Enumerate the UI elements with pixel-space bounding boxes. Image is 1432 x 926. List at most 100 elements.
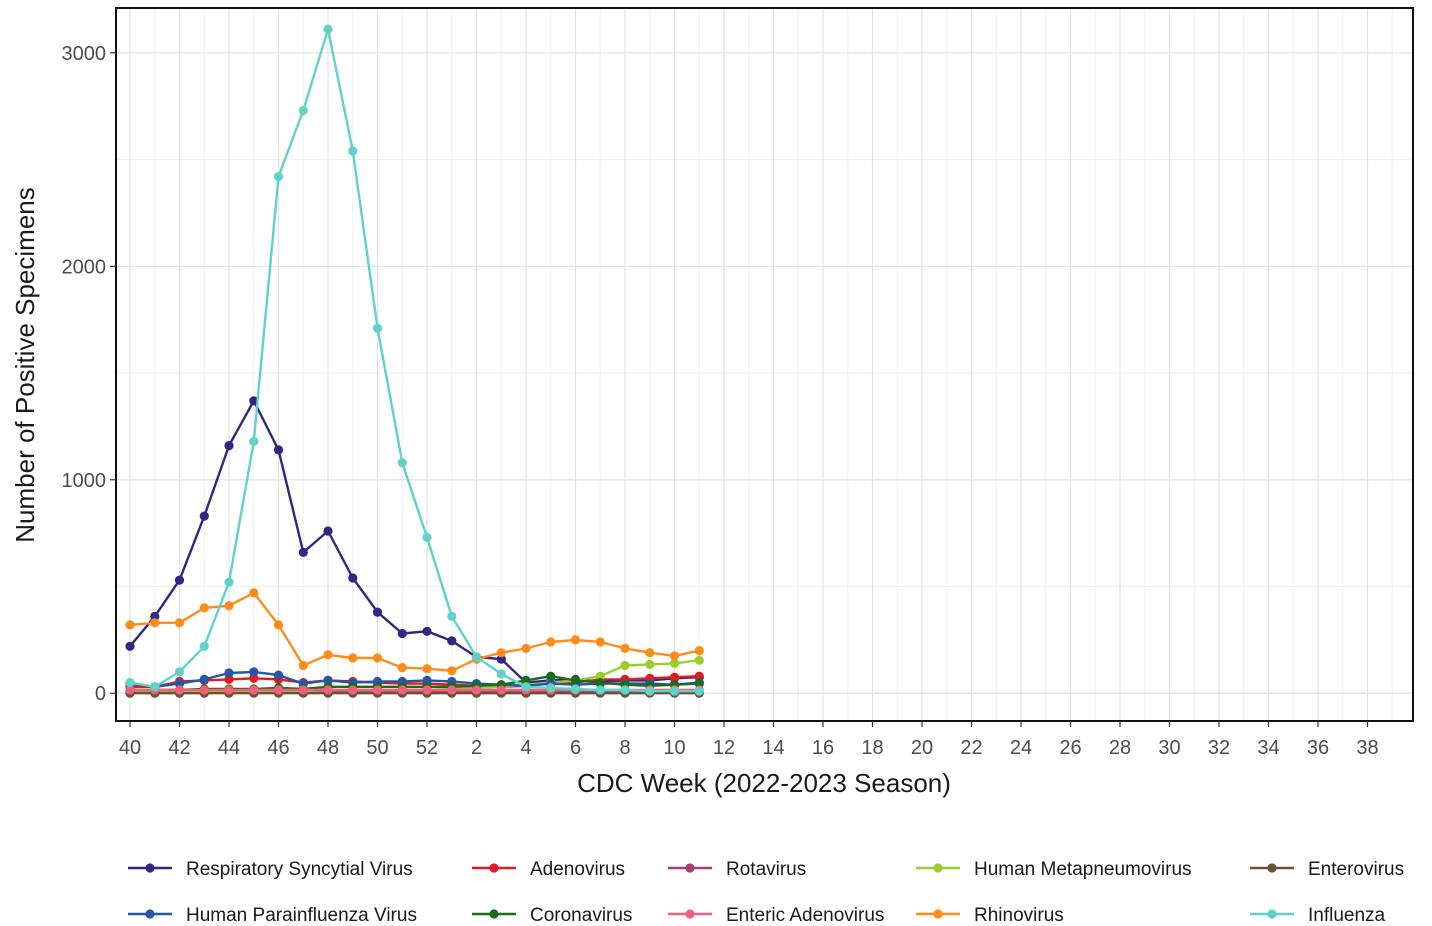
data-point <box>422 532 432 543</box>
data-point <box>570 635 581 645</box>
y-tick-label: 2000 <box>62 256 107 278</box>
x-tick-label: 46 <box>267 737 289 759</box>
data-point <box>694 679 704 689</box>
data-point <box>298 547 308 558</box>
data-point <box>447 636 457 646</box>
data-point <box>521 643 531 654</box>
data-point <box>150 611 160 622</box>
data-point <box>298 685 308 695</box>
data-point <box>323 526 333 536</box>
data-point <box>273 620 284 630</box>
legend-key-point <box>1267 909 1277 919</box>
data-point <box>323 650 333 660</box>
data-point <box>669 658 680 669</box>
data-point <box>447 685 457 695</box>
x-tick-label: 38 <box>1356 737 1378 759</box>
data-point <box>150 682 160 692</box>
data-point <box>125 620 135 630</box>
data-point <box>595 685 605 695</box>
legend-label: Influenza <box>1308 905 1386 926</box>
data-point <box>199 603 209 613</box>
axes: 40 42 44 46 48 50 52 2 4 6 8 10 12 14 16 18 20 22 24 26 28 30… <box>62 43 1379 759</box>
x-tick-label: 24 <box>1010 737 1032 759</box>
data-point <box>694 671 704 681</box>
data-point <box>174 618 185 628</box>
x-tick-label: 4 <box>520 737 531 759</box>
data-point <box>224 668 234 678</box>
legend-label: Human Parainfluenza Virus <box>186 905 417 926</box>
legend-label: Adenovirus <box>530 859 625 880</box>
data-point <box>496 685 506 695</box>
data-point <box>125 678 135 688</box>
legend-item-adenovirus: Adenovirus <box>472 859 625 880</box>
legend-label: Human Metapneumovirus <box>974 859 1192 880</box>
x-tick-label: 44 <box>218 737 240 759</box>
legend-item-rotavirus: Rotavirus <box>668 859 806 880</box>
data-point <box>397 628 407 639</box>
x-tick-label: 26 <box>1059 737 1081 759</box>
data-point <box>372 653 383 663</box>
legend-item-human-metapneumovirus: Human Metapneumovirus <box>916 859 1192 880</box>
data-point <box>348 685 358 695</box>
data-point <box>595 671 605 681</box>
data-point <box>199 685 209 695</box>
data-point <box>348 146 358 156</box>
data-point <box>273 670 284 680</box>
legend-key-point <box>933 909 943 919</box>
data-point <box>273 445 284 455</box>
data-point <box>595 637 605 647</box>
data-point <box>249 667 259 677</box>
legend-key-point <box>489 863 499 873</box>
y-axis-label: Number of Positive Specimens <box>10 187 40 542</box>
data-point <box>447 611 457 622</box>
data-point <box>348 653 358 663</box>
data-point <box>224 601 234 611</box>
legend: Respiratory Syncytial Virus Adenovirus Rot… <box>128 859 1404 926</box>
x-tick-label: 10 <box>663 737 685 759</box>
data-point <box>496 669 506 679</box>
data-point <box>273 685 284 695</box>
data-point <box>199 641 209 651</box>
data-point <box>150 618 160 628</box>
data-point <box>422 685 432 695</box>
data-point <box>645 686 655 696</box>
data-point <box>174 575 185 585</box>
x-tick-label: 48 <box>317 737 339 759</box>
data-point <box>694 655 704 665</box>
data-point <box>199 674 209 685</box>
data-point <box>323 24 333 34</box>
legend-label: Coronavirus <box>530 905 632 926</box>
data-point <box>694 646 704 656</box>
data-point <box>570 684 581 694</box>
data-point <box>471 685 482 695</box>
legend-label: Rhinovirus <box>974 905 1064 926</box>
data-point <box>224 674 234 685</box>
legend-label: Enteric Adenovirus <box>726 905 884 926</box>
x-tick-label: 28 <box>1109 737 1131 759</box>
series-rhinovirus <box>125 588 704 676</box>
data-point <box>249 436 259 446</box>
data-point <box>323 675 333 686</box>
x-tick-label: 36 <box>1307 737 1329 759</box>
data-point <box>546 637 556 647</box>
data-point <box>620 660 630 671</box>
data-point <box>645 648 655 658</box>
x-tick-label: 16 <box>812 737 834 759</box>
data-point <box>249 588 259 598</box>
data-point <box>298 105 308 116</box>
data-point <box>397 663 407 673</box>
x-tick-label: 32 <box>1208 737 1230 759</box>
legend-label: Rotavirus <box>726 859 806 880</box>
x-tick-label: 40 <box>119 737 141 759</box>
data-point <box>471 652 482 662</box>
data-point <box>620 685 630 695</box>
legend-label: Respiratory Syncytial Virus <box>186 859 413 880</box>
legend-label: Enterovirus <box>1308 859 1404 880</box>
data-point <box>570 675 581 686</box>
data-point <box>348 573 358 583</box>
legend-key-point <box>489 909 499 919</box>
data-point <box>496 648 506 658</box>
x-tick-label: 8 <box>619 737 630 759</box>
